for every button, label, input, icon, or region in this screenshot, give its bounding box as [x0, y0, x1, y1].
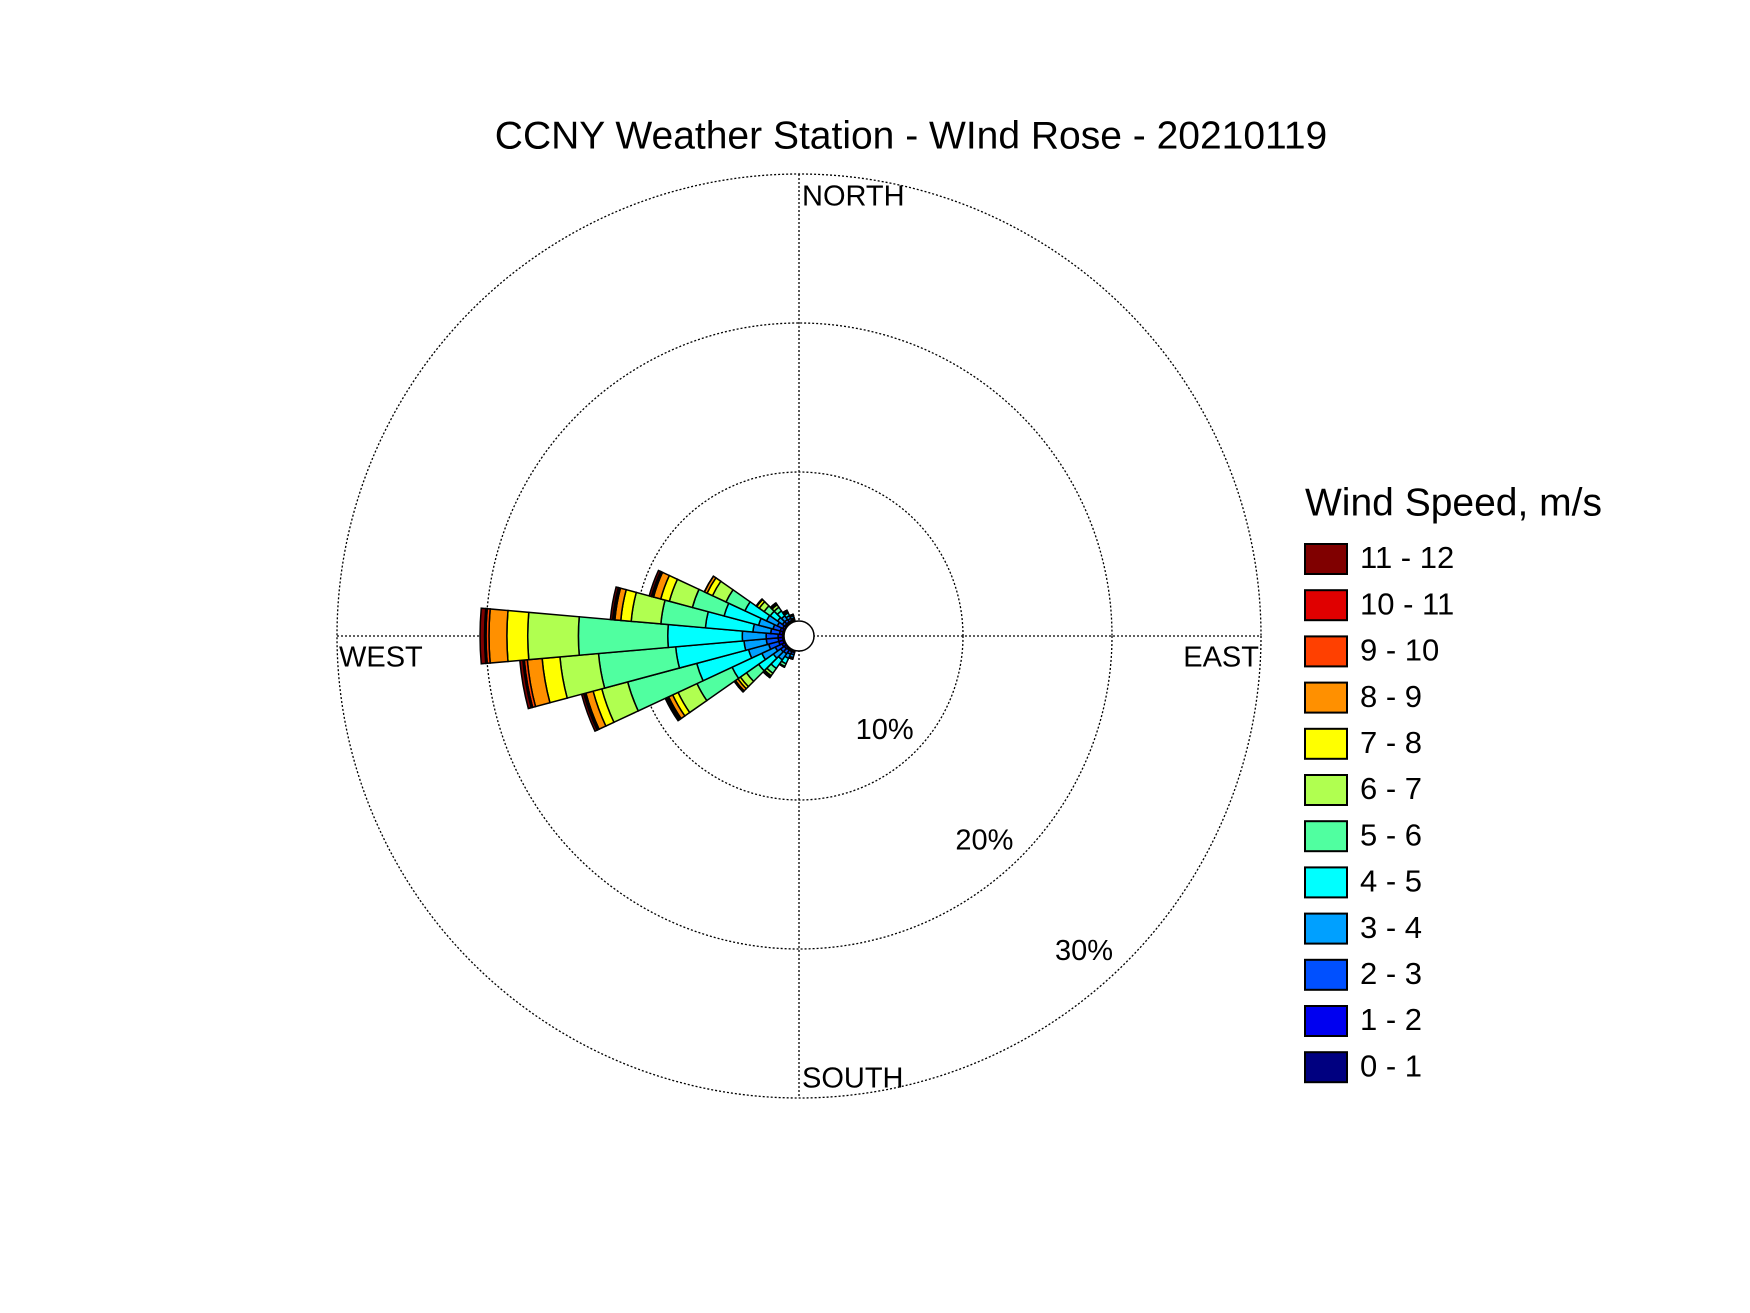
- legend-swatch: [1304, 727, 1348, 760]
- direction-label: WEST: [339, 642, 423, 674]
- center-hole: [783, 620, 815, 652]
- legend-label: 9 - 10: [1360, 633, 1439, 668]
- direction-label: EAST: [1183, 642, 1259, 674]
- legend-swatch: [1304, 681, 1348, 714]
- wedge-segment: [782, 609, 788, 614]
- wedge-segment: [703, 575, 715, 593]
- wedge-segment: [755, 598, 763, 607]
- wedge-segment: [488, 608, 509, 664]
- direction-label: NORTH: [802, 181, 905, 213]
- grid-ring: [485, 322, 1113, 950]
- ring-label: 20%: [955, 825, 1013, 857]
- legend-label: 6 - 7: [1360, 771, 1422, 806]
- direction-label: SOUTH: [802, 1063, 904, 1095]
- wedge-segment: [609, 586, 620, 621]
- legend-label: 0 - 1: [1360, 1048, 1422, 1083]
- legend-swatch: [1304, 1005, 1348, 1037]
- legend-swatch: [1304, 635, 1348, 668]
- legend-label: 8 - 9: [1360, 679, 1422, 714]
- wedge-segment: [506, 609, 530, 663]
- legend-swatch: [1304, 543, 1348, 575]
- legend-swatch: [1304, 958, 1348, 991]
- ring-label: 30%: [1055, 935, 1113, 967]
- legend-title: Wind Speed, m/s: [1305, 481, 1602, 524]
- legend-label: 2 - 3: [1360, 956, 1422, 991]
- ring-label: 10%: [856, 714, 914, 746]
- legend-swatch: [1304, 912, 1348, 945]
- legend-label: 4 - 5: [1360, 864, 1422, 899]
- legend: 0 - 1 1 - 2 2 - 3 3 - 4 4 - 5 5 - 6 6 - 7 7 - 8…: [1304, 540, 1454, 1084]
- legend-label: 10 - 11: [1360, 586, 1454, 621]
- legend-swatch: [1304, 774, 1348, 806]
- legend-label: 1 - 2: [1360, 1002, 1422, 1037]
- bars: [479, 569, 815, 733]
- legend-swatch: [1304, 866, 1348, 899]
- legend-swatch: [1304, 1051, 1348, 1084]
- legend-swatch: [1304, 589, 1348, 622]
- wedge-segment: [648, 569, 662, 598]
- legend-swatch: [1304, 820, 1348, 853]
- legend-label: 11 - 12: [1360, 540, 1454, 575]
- labels: 10% 20% 30% NORTH SOUTH WEST EAST: [339, 181, 1259, 1095]
- legend-label: 5 - 6: [1360, 817, 1422, 852]
- legend-label: 3 - 4: [1360, 910, 1422, 945]
- wedge-segment: [526, 611, 581, 661]
- legend-label: 7 - 8: [1360, 725, 1422, 760]
- chart-title: CCNY Weather Station - WInd Rose - 20210…: [495, 114, 1327, 157]
- wedge-segment: [479, 607, 487, 665]
